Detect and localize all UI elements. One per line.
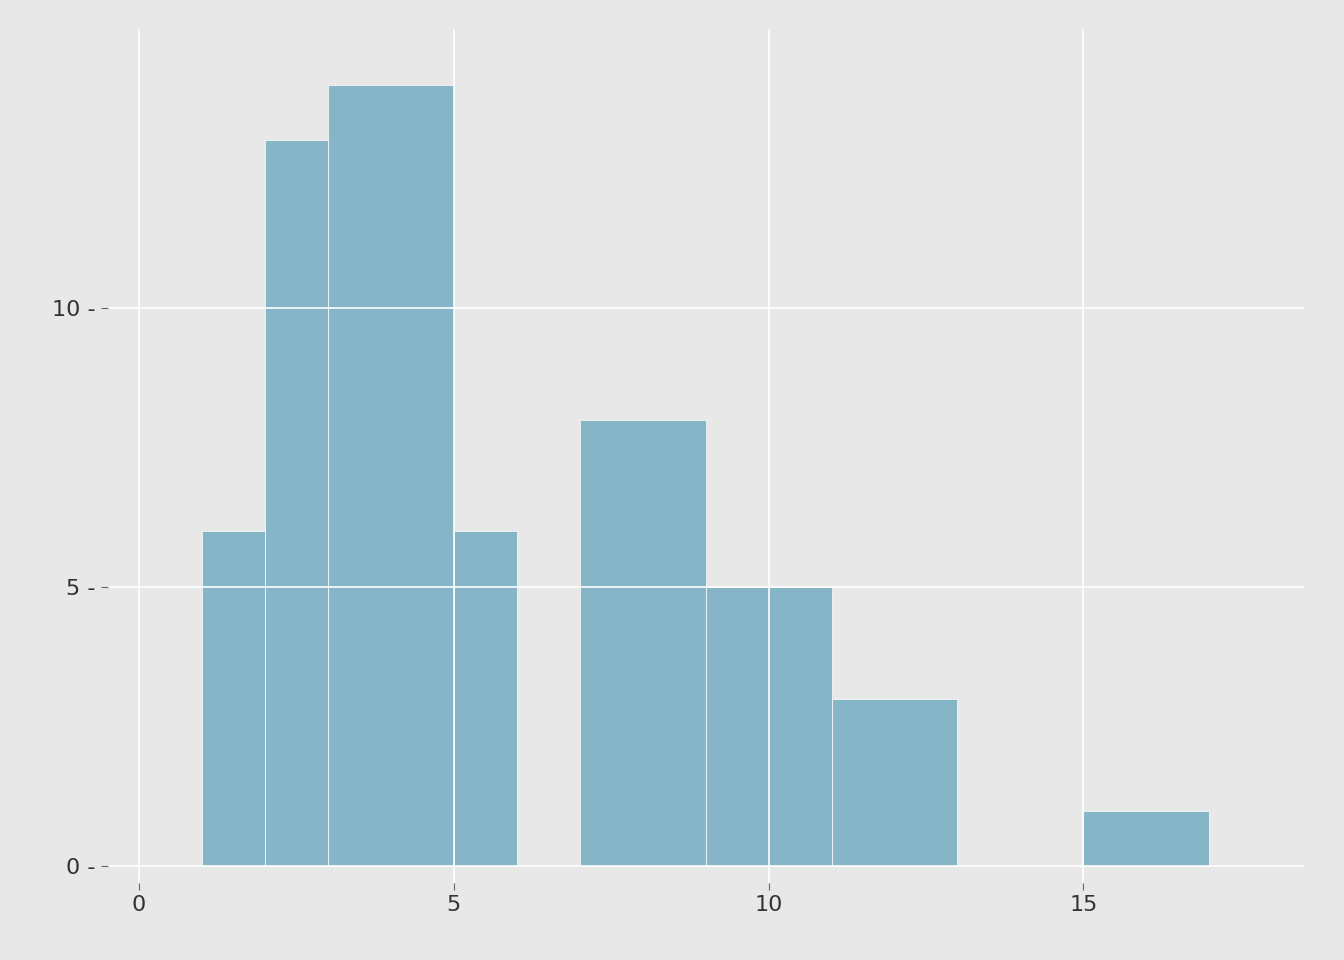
Bar: [265, 140, 328, 867]
Bar: [454, 532, 516, 867]
Bar: [832, 699, 957, 867]
Bar: [1083, 810, 1210, 867]
Bar: [328, 84, 454, 867]
Bar: [706, 588, 832, 867]
Bar: [579, 420, 706, 867]
Bar: [202, 532, 265, 867]
